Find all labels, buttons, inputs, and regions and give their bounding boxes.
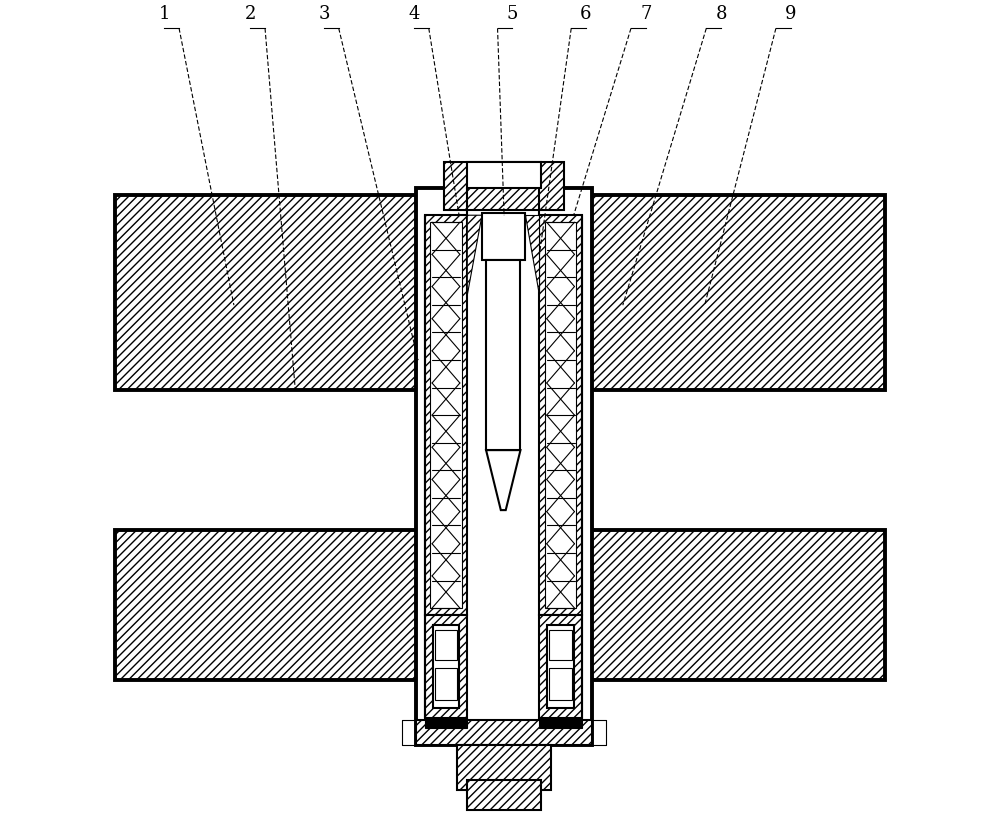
Bar [435, 668, 457, 700]
Bar [549, 630, 572, 660]
Bar [457, 745, 551, 790]
Bar [482, 213, 525, 260]
Bar [547, 625, 574, 708]
Bar [467, 162, 541, 188]
Bar [539, 718, 582, 728]
Bar [425, 718, 467, 728]
Text: 5: 5 [507, 5, 518, 23]
Bar [467, 780, 541, 810]
Polygon shape [525, 215, 539, 295]
Text: 9: 9 [785, 5, 796, 23]
Bar [539, 615, 582, 718]
Text: 1: 1 [159, 5, 170, 23]
Bar [416, 188, 592, 745]
Bar [444, 162, 564, 210]
Bar [425, 615, 467, 718]
Bar [435, 630, 457, 660]
Bar [115, 195, 885, 390]
Text: 6: 6 [580, 5, 592, 23]
Bar [416, 720, 592, 745]
Polygon shape [467, 215, 482, 295]
Bar [486, 260, 520, 450]
Bar [430, 222, 462, 608]
Bar [545, 222, 576, 608]
Bar [457, 210, 551, 720]
Bar [539, 215, 582, 615]
Text: 7: 7 [640, 5, 651, 23]
Text: 2: 2 [245, 5, 256, 23]
Bar [115, 530, 885, 680]
Text: 8: 8 [715, 5, 727, 23]
Polygon shape [486, 450, 520, 510]
Text: 3: 3 [318, 5, 330, 23]
Bar [425, 215, 467, 615]
Bar [433, 625, 459, 708]
Bar [549, 668, 572, 700]
Text: 4: 4 [408, 5, 420, 23]
